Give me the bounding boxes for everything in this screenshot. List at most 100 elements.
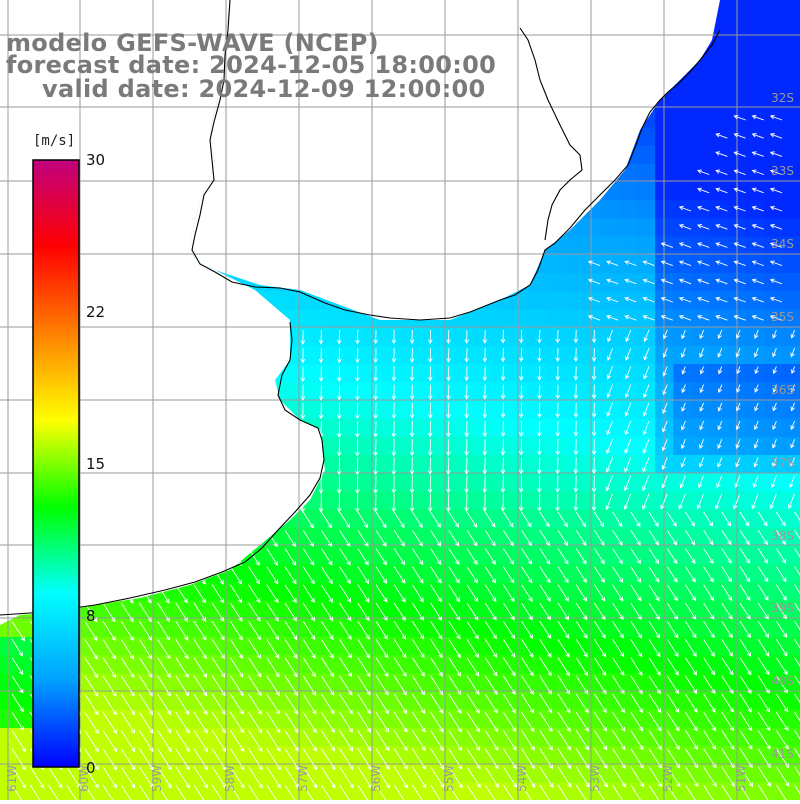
wind-arrow — [266, 711, 281, 734]
wind-arrow — [539, 675, 553, 695]
wind-arrow — [157, 693, 172, 716]
wind-arrow — [521, 657, 534, 677]
wind-arrow — [230, 548, 242, 566]
wind-arrow — [699, 402, 705, 412]
wind-arrow — [573, 493, 579, 512]
wind-arrow — [139, 639, 153, 660]
wind-arrow — [484, 748, 499, 770]
wind-arrow — [357, 602, 370, 622]
wind-arrow — [66, 766, 81, 789]
wind-arrow — [648, 602, 660, 620]
wind-arrow — [391, 439, 397, 457]
wind-arrow — [716, 475, 723, 489]
wind-arrow — [642, 315, 655, 321]
wind-arrow — [302, 748, 318, 771]
wind-arrow — [300, 348, 306, 364]
wind-arrow — [157, 730, 172, 753]
wind-arrow — [375, 766, 391, 789]
wind-arrow — [175, 730, 190, 753]
wind-arrow — [662, 384, 668, 396]
wind-arrow — [11, 639, 23, 657]
wind-arrow — [776, 620, 788, 638]
wind-arrow — [699, 348, 705, 358]
wind-arrow — [11, 675, 24, 694]
wind-arrow — [648, 620, 661, 639]
wind-arrow — [427, 329, 433, 345]
wind-arrow — [594, 748, 608, 769]
wind-arrow — [302, 730, 317, 752]
wind-arrow — [521, 711, 535, 733]
wind-arrow — [266, 657, 280, 678]
wind-arrow — [662, 329, 668, 340]
wind-arrow — [157, 639, 171, 660]
wind-arrow — [211, 639, 225, 660]
wind-arrow — [193, 748, 209, 771]
wind-arrow — [139, 657, 153, 678]
wind-arrow — [757, 566, 769, 583]
wind-arrow — [591, 420, 597, 437]
wind-arrow — [739, 693, 752, 713]
wind-arrow — [660, 278, 673, 285]
wind-arrow — [466, 693, 480, 714]
wind-arrow — [336, 402, 342, 420]
lon-label: 52W — [661, 765, 675, 792]
wind-arrow — [715, 205, 728, 212]
wind-arrow — [794, 748, 800, 758]
lon-label: 53W — [588, 765, 602, 792]
colorbar-tick-22: 22 — [86, 303, 106, 321]
wind-arrow — [625, 329, 632, 343]
wind-arrow — [230, 693, 244, 715]
lat-label: 40S — [771, 674, 794, 688]
wind-arrow — [175, 639, 189, 660]
wind-arrow — [703, 766, 717, 788]
wind-arrow — [11, 693, 24, 713]
wind-arrow — [503, 584, 515, 602]
wind-arrow — [484, 730, 499, 751]
wind-arrow — [575, 584, 587, 602]
wind-arrow — [594, 657, 607, 676]
wind-arrow — [446, 402, 451, 419]
wind-arrow — [375, 730, 390, 752]
wind-arrow — [587, 278, 601, 285]
wind-arrow — [300, 384, 306, 401]
wind-arrow — [157, 675, 171, 697]
wind-arrow — [648, 748, 663, 769]
wind-arrow — [612, 730, 626, 751]
wind-arrow — [503, 766, 518, 788]
wind-arrow — [393, 529, 405, 547]
wind-arrow — [771, 457, 777, 468]
wind-arrow — [84, 711, 99, 734]
wind-arrow — [393, 766, 409, 789]
wind-arrow — [412, 548, 424, 566]
wind-arrow — [193, 566, 206, 585]
wind-arrow — [302, 620, 316, 641]
wind-arrow — [699, 384, 705, 394]
wind-arrow — [776, 584, 787, 601]
wind-arrow — [575, 675, 589, 695]
wind-arrow — [757, 766, 772, 787]
wind-arrow — [357, 584, 370, 603]
wind-arrow — [594, 620, 606, 639]
wind-arrow — [555, 366, 560, 381]
wind-arrow — [769, 114, 783, 121]
wind-arrow — [427, 475, 433, 494]
wind-arrow — [139, 748, 154, 771]
wind-arrow — [630, 675, 643, 695]
wind-arrow — [642, 278, 655, 285]
wind-arrow — [248, 675, 262, 697]
wind-arrow — [339, 766, 354, 789]
wind-arrow — [703, 566, 714, 583]
wind-arrow — [120, 748, 136, 771]
wind-arrow — [503, 657, 516, 677]
wind-arrow — [643, 348, 650, 361]
wind-arrow — [715, 224, 728, 230]
wind-arrow — [557, 730, 572, 751]
wind-arrow — [448, 766, 463, 789]
wind-arrow — [139, 620, 153, 641]
wind-arrow — [427, 366, 433, 382]
wind-arrow — [757, 602, 769, 620]
wind-arrow — [448, 730, 463, 752]
wind-arrow — [484, 602, 497, 621]
wind-arrow — [591, 439, 597, 456]
wind-arrow — [355, 329, 360, 345]
